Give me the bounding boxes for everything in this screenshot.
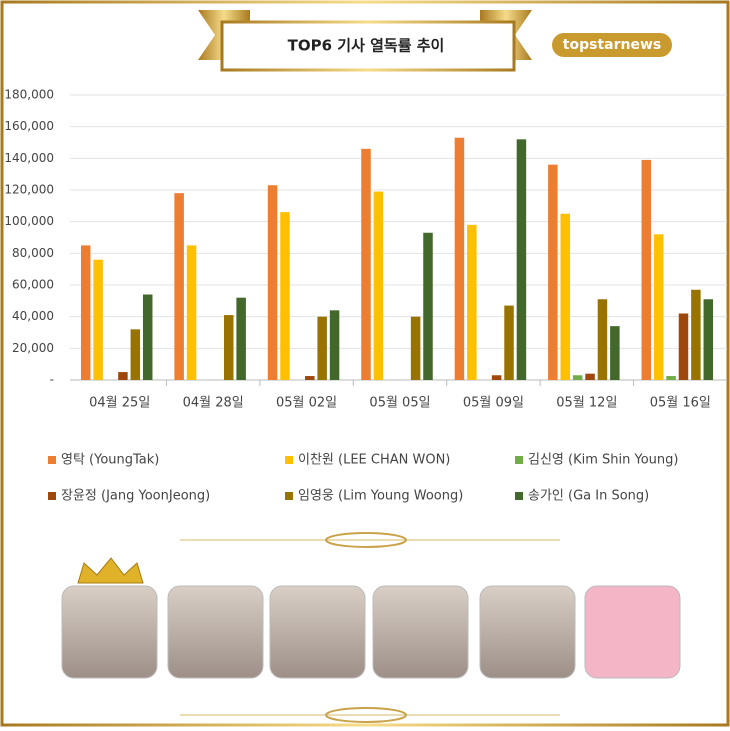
- bar: [174, 193, 184, 380]
- legend-swatch: [48, 456, 56, 464]
- legend-label: 김신영 (Kim Shin Young): [528, 453, 678, 468]
- logo-badge: [552, 33, 672, 57]
- bar: [130, 329, 141, 380]
- x-tick-label: 05월 16일: [650, 396, 711, 411]
- legend-label: 이찬원 (LEE CHAN WON): [298, 453, 450, 468]
- y-tick-label: -: [50, 373, 54, 387]
- bar: [361, 148, 371, 380]
- logo: topstarnews: [563, 37, 661, 53]
- chart-title: TOP6 기사 열독률 추이: [288, 37, 445, 55]
- x-tick-label: 04월 25일: [89, 396, 150, 411]
- legend-label: 임영웅 (Lim Young Woong): [298, 489, 463, 504]
- bar: [80, 245, 91, 380]
- x-tick-label: 05월 12일: [556, 396, 617, 411]
- legend-swatch: [48, 492, 56, 500]
- legend-swatch: [515, 456, 523, 464]
- crown-icon: [77, 557, 144, 584]
- bar: [329, 310, 340, 380]
- bar: [691, 289, 701, 380]
- bar: [641, 159, 652, 380]
- y-tick-label: 140,000: [4, 151, 54, 165]
- bar: [597, 299, 608, 380]
- y-tick-label: 20,000: [12, 341, 54, 355]
- bar: [317, 316, 327, 380]
- bar: [236, 297, 246, 380]
- bar: [560, 213, 571, 380]
- bar: [93, 259, 103, 380]
- bar: [504, 305, 514, 380]
- bar: [678, 313, 689, 380]
- bar: [410, 316, 421, 380]
- x-tick-label: 05월 05일: [369, 396, 430, 411]
- bar: [454, 137, 465, 380]
- legend-swatch: [285, 456, 293, 464]
- photos: [61, 585, 681, 679]
- bar: [467, 224, 477, 380]
- legend-label: 송가인 (Ga In Song): [528, 489, 649, 504]
- bar: [585, 373, 595, 380]
- bar: [548, 164, 558, 380]
- bar: [610, 326, 620, 380]
- x-tick-label: 04월 28일: [183, 396, 244, 411]
- y-tick-label: 180,000: [4, 88, 54, 102]
- bar: [666, 376, 676, 380]
- x-tick-label: 05월 02일: [276, 396, 337, 411]
- x-tick-label: 05월 09일: [463, 396, 524, 411]
- bar: [572, 375, 583, 380]
- y-tick-label: 80,000: [12, 246, 54, 260]
- y-tick-label: 60,000: [12, 278, 54, 292]
- y-tick-label: 120,000: [4, 183, 54, 197]
- legend-swatch: [285, 492, 293, 500]
- bar: [142, 294, 153, 380]
- legend-swatch: [515, 492, 523, 500]
- bar: [423, 232, 433, 380]
- bar: [373, 191, 384, 380]
- bar: [186, 245, 197, 380]
- bar: [653, 234, 664, 380]
- y-tick-label: 100,000: [4, 214, 54, 228]
- y-tick-label: 40,000: [12, 309, 54, 323]
- legend-label: 장윤정 (Jang YoonJeong): [61, 489, 210, 504]
- bar: [118, 372, 128, 380]
- bar: [703, 299, 714, 380]
- bar: [491, 375, 502, 380]
- bar: [305, 376, 315, 380]
- bar: [516, 139, 527, 380]
- title-ribbon: [198, 10, 532, 72]
- bar: [267, 185, 278, 380]
- y-tick-label: 160,000: [4, 119, 54, 133]
- legend-label: 영탁 (YoungTak): [61, 453, 159, 468]
- bar: [280, 212, 290, 380]
- divider: [180, 532, 560, 723]
- bar: [223, 315, 234, 380]
